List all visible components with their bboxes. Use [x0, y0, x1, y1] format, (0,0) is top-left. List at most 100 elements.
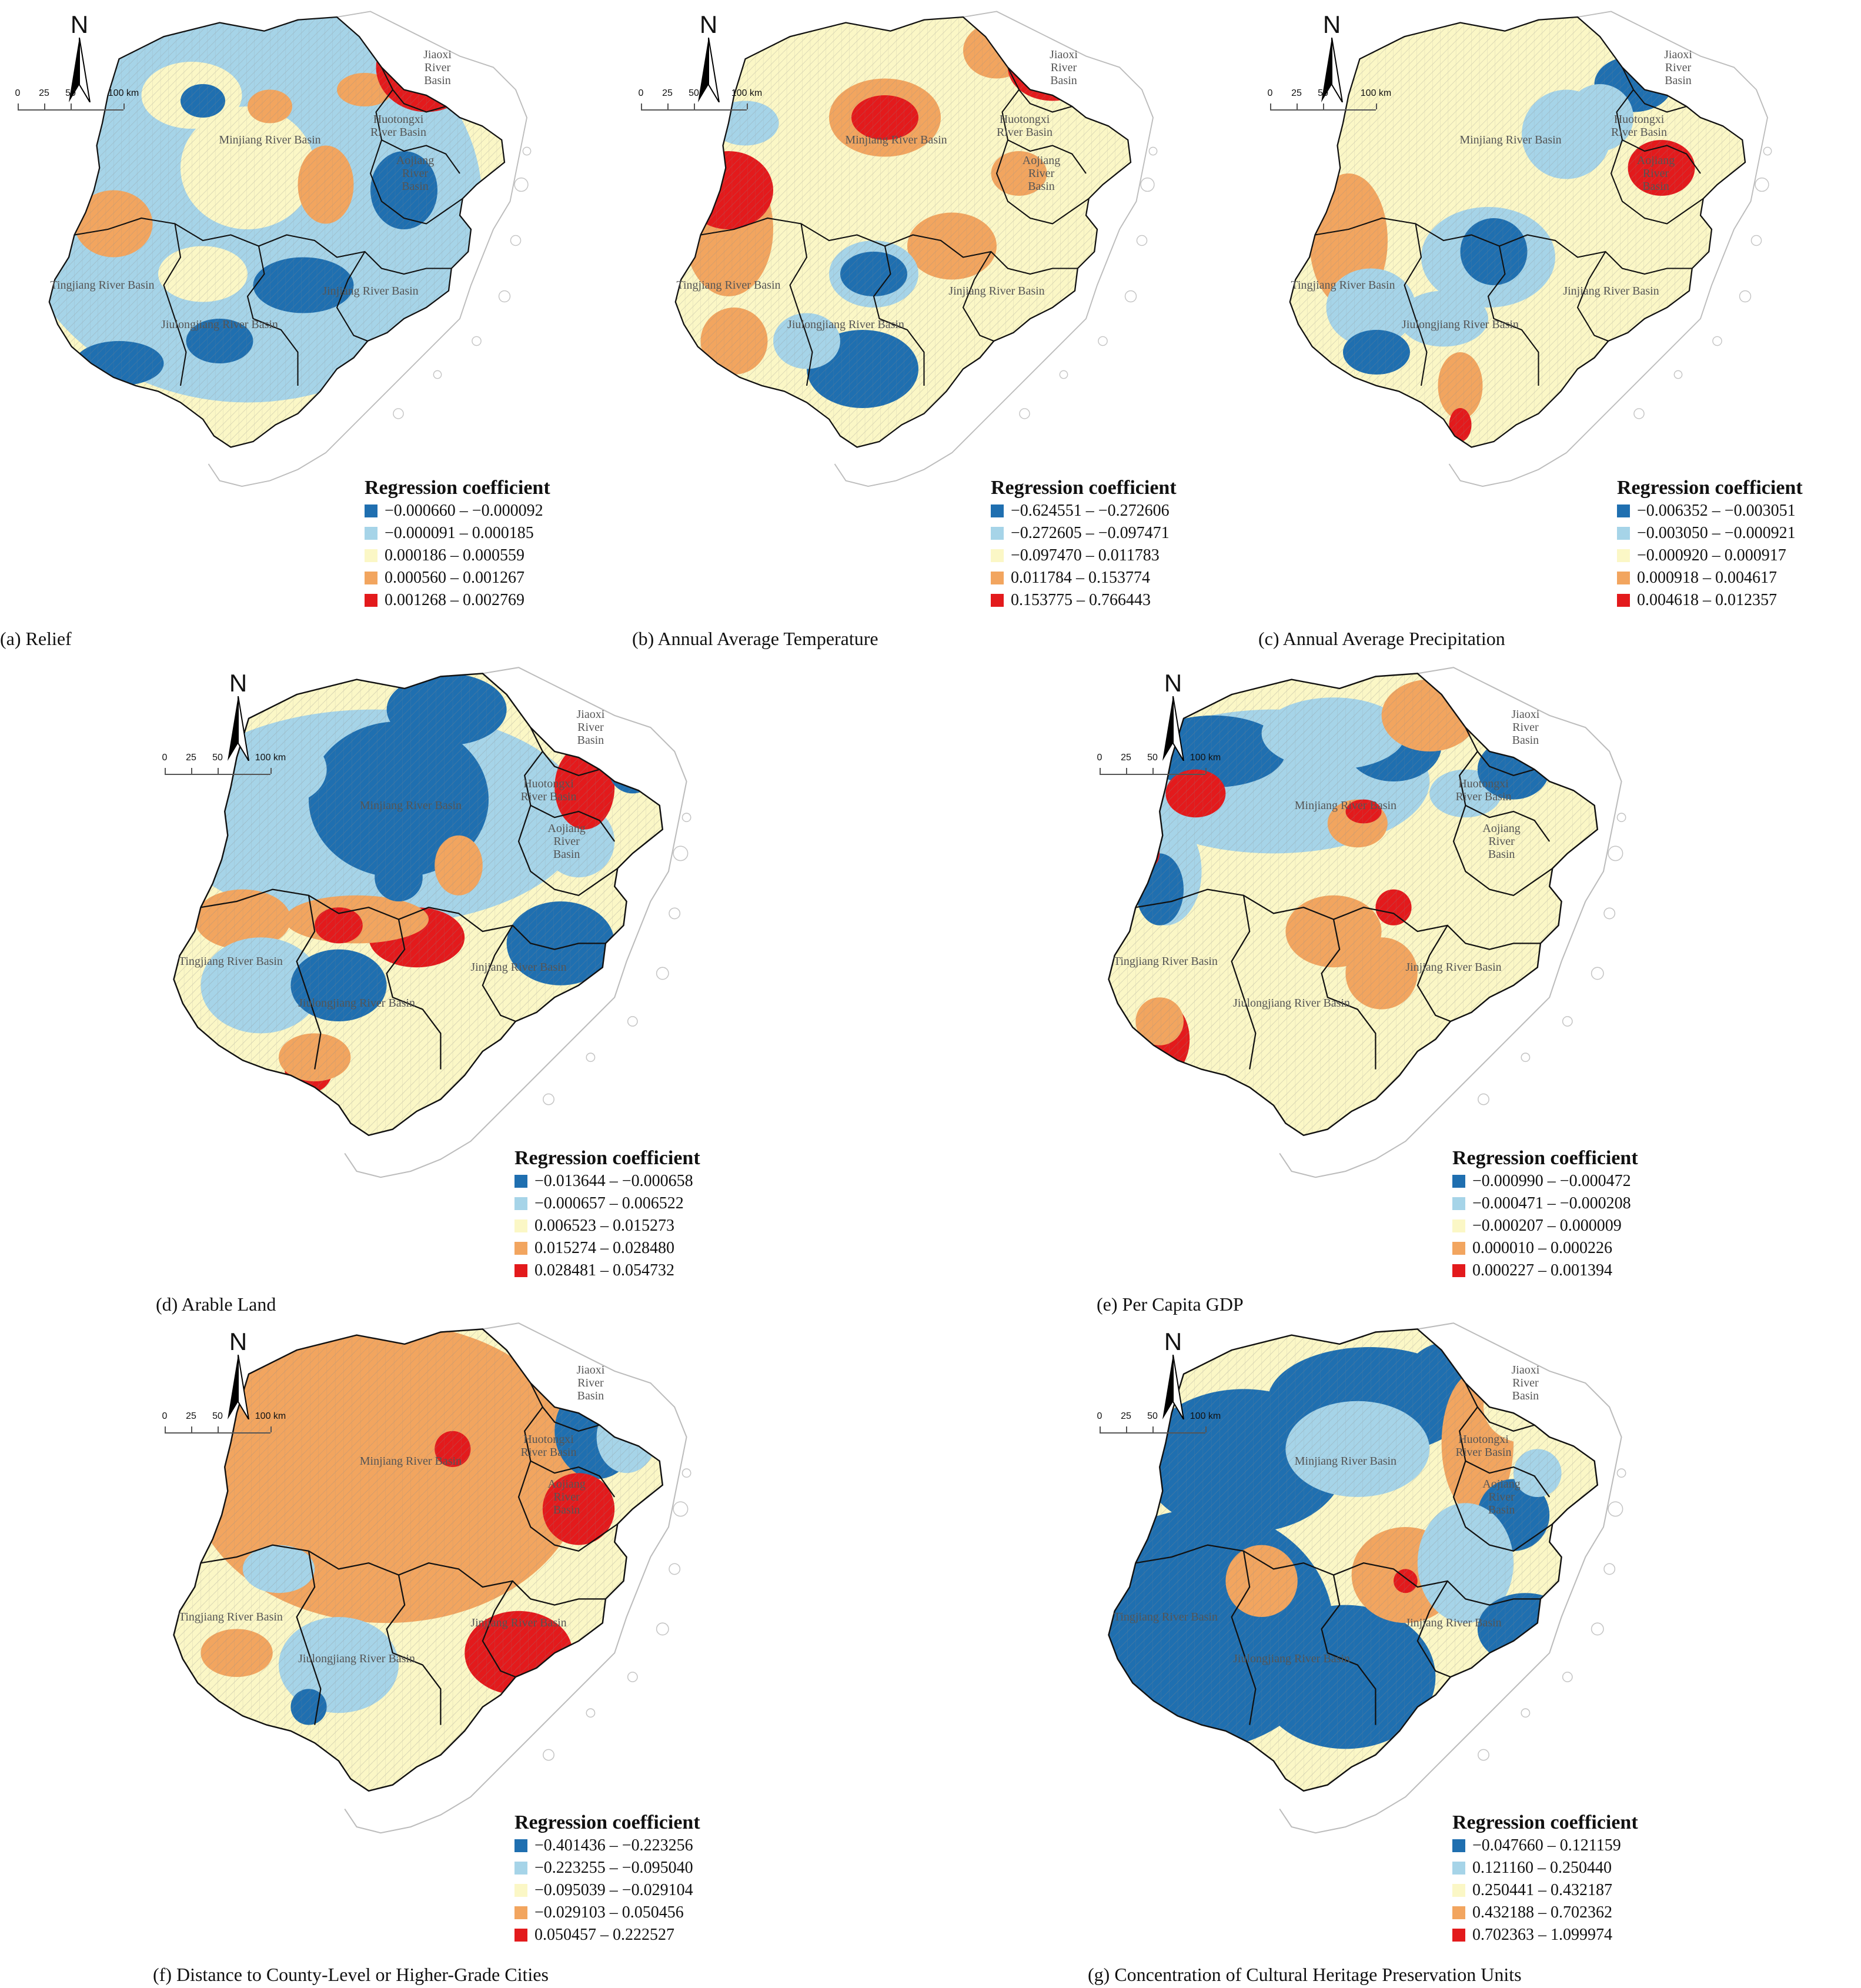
map-panel-heritage-concentration: Jiaoxi River Basin Huotongxi River Basin A… — [1088, 1317, 1711, 1988]
legend-range-label: −0.029103 – 0.050456 — [534, 1903, 684, 1922]
basin-label-jiulongjiang: Jiulongjiang River Basin — [161, 318, 278, 331]
island-outline — [681, 813, 691, 823]
north-label: N — [70, 11, 89, 38]
island-outline — [1763, 146, 1772, 156]
basin-boundary — [1459, 751, 1551, 842]
basin-boundary — [524, 751, 616, 842]
legend-range-label: 0.000918 – 0.004617 — [1637, 569, 1777, 587]
basin-label-tingjiang: Tingjiang River Basin — [1113, 1611, 1218, 1623]
legend: Regression coefficient −0.000660 – −0.000… — [365, 476, 550, 612]
legend-swatch — [514, 1929, 527, 1942]
scale-bar: 0 25 50 100 km — [162, 753, 286, 776]
scale-tick-label: 0 — [162, 753, 168, 763]
legend-range-label: −0.272605 – −0.097471 — [1011, 524, 1170, 542]
legend-range-label: −0.006352 – −0.003051 — [1637, 502, 1796, 520]
scale-tick — [1205, 768, 1207, 774]
legend-item: −0.000660 – −0.000092 — [365, 500, 550, 522]
island-outline — [1616, 1468, 1626, 1478]
island-outline — [673, 846, 689, 861]
island-outline — [627, 1672, 638, 1682]
basin-boundary — [1416, 1581, 1451, 1678]
basin-boundary — [1001, 89, 1087, 174]
scale-line — [165, 768, 270, 775]
legend-range-label: 0.011784 – 0.153774 — [1011, 569, 1150, 587]
legend-swatch — [514, 1242, 527, 1255]
legend-item: −0.047660 – 0.121159 — [1452, 1835, 1638, 1857]
legend-swatch — [991, 504, 1004, 517]
basin-label-jiaoxi: Jiaoxi River Basin — [576, 708, 605, 747]
province-outline — [173, 1328, 664, 1792]
basin-boundary — [1416, 925, 1451, 1023]
legend-range-label: 0.015274 – 0.028480 — [534, 1239, 674, 1257]
scale-bar: 0 25 50 100 km — [162, 1411, 286, 1435]
legend-range-label: −0.401436 – −0.223256 — [534, 1836, 693, 1855]
legend-swatch — [991, 527, 1004, 540]
legend-range-label: 0.000560 – 0.001267 — [385, 569, 524, 587]
island-outline — [1633, 408, 1645, 419]
scale-tick — [1152, 768, 1154, 774]
legend-swatch — [1452, 1175, 1465, 1188]
scale-tick — [218, 768, 219, 774]
legend-range-label: 0.004618 – 0.012357 — [1637, 591, 1777, 609]
basin-label-tingjiang: Tingjiang River Basin — [1291, 279, 1395, 292]
island-outline — [669, 907, 681, 920]
island-outline — [1136, 235, 1148, 246]
island-outline — [522, 146, 532, 156]
scale-tick — [641, 103, 642, 109]
legend-range-label: −0.000091 – 0.000185 — [385, 524, 534, 542]
legend-range-label: 0.000010 – 0.000226 — [1472, 1239, 1612, 1257]
legend-range-label: 0.050457 – 0.222527 — [534, 1926, 674, 1944]
basin-label-minjiang: Minjiang River Basin — [359, 798, 462, 812]
coastline — [344, 667, 687, 1178]
province-outline — [48, 16, 506, 448]
province-outline — [1108, 1328, 1599, 1792]
legend-item: 0.006523 – 0.015273 — [514, 1215, 700, 1237]
legend-item: −0.013644 – −0.000658 — [514, 1170, 700, 1192]
map-panel-distance-to-cities: Jiaoxi River Basin Huotongxi River Basin A… — [153, 1317, 776, 1988]
panel-caption: (a) Relief — [0, 628, 72, 649]
legend-item: −0.401436 – −0.223256 — [514, 1835, 700, 1857]
legend-range-label: −0.223255 – −0.095040 — [534, 1859, 693, 1877]
legend-item: 0.153775 – 0.766443 — [991, 589, 1177, 612]
basin-label-aojiang: Aojiang River Basin — [1482, 822, 1521, 861]
north-label: N — [1322, 11, 1341, 38]
legend-swatch — [1452, 1264, 1465, 1277]
basin-label-aojiang: Aojiang River Basin — [1022, 154, 1061, 193]
legend-range-label: 0.000186 – 0.000559 — [385, 546, 524, 564]
basin-label-jiulongjiang: Jiulongjiang River Basin — [1233, 997, 1351, 1010]
scale-tick-label: 100 km — [255, 753, 286, 763]
legend-item: −0.000091 – 0.000185 — [365, 522, 550, 544]
legend-range-label: 0.702363 – 1.099974 — [1472, 1926, 1612, 1944]
island-outline — [586, 1053, 596, 1063]
basin-boundary — [517, 805, 618, 897]
legend-swatch — [365, 527, 377, 540]
legend-title: Regression coefficient — [1452, 1812, 1638, 1833]
choropleth-map — [173, 1322, 691, 1834]
island-outline — [393, 408, 404, 419]
basin-label-huotongxi: Huotongxi River Basin — [1455, 1433, 1512, 1459]
legend-item: −0.006352 – −0.003051 — [1617, 500, 1803, 522]
scale-tick-label: 25 — [186, 753, 196, 763]
island-outline — [669, 1563, 681, 1575]
legend-range-label: 0.432188 – 0.702362 — [1472, 1903, 1612, 1922]
north-arrow-icon: N — [218, 1329, 259, 1422]
scale-bar: 0 25 50 100 km — [639, 88, 762, 112]
scale-line — [1100, 768, 1205, 775]
island-outline — [543, 1093, 554, 1105]
legend-title: Regression coefficient — [1617, 477, 1803, 499]
scale-tick-label: 25 — [1291, 88, 1302, 98]
island-outline — [543, 1749, 554, 1761]
scale-bar: 0 25 50 100 km — [1268, 88, 1391, 112]
scale-tick-label: 50 — [212, 1411, 223, 1421]
scale-tick-label: 50 — [1318, 88, 1328, 98]
choropleth-map — [1108, 1322, 1626, 1834]
legend-title: Regression coefficient — [365, 477, 550, 499]
scale-tick-label: 50 — [65, 88, 76, 98]
legend-item: 0.432188 – 0.702362 — [1452, 1902, 1638, 1924]
scale-tick — [18, 103, 19, 109]
island-outline — [586, 1708, 596, 1718]
basin-boundary — [482, 1581, 516, 1678]
north-arrow-icon: N — [1152, 670, 1194, 764]
scale-tick-label: 0 — [162, 1411, 168, 1421]
basin-boundary — [1465, 1382, 1535, 1432]
